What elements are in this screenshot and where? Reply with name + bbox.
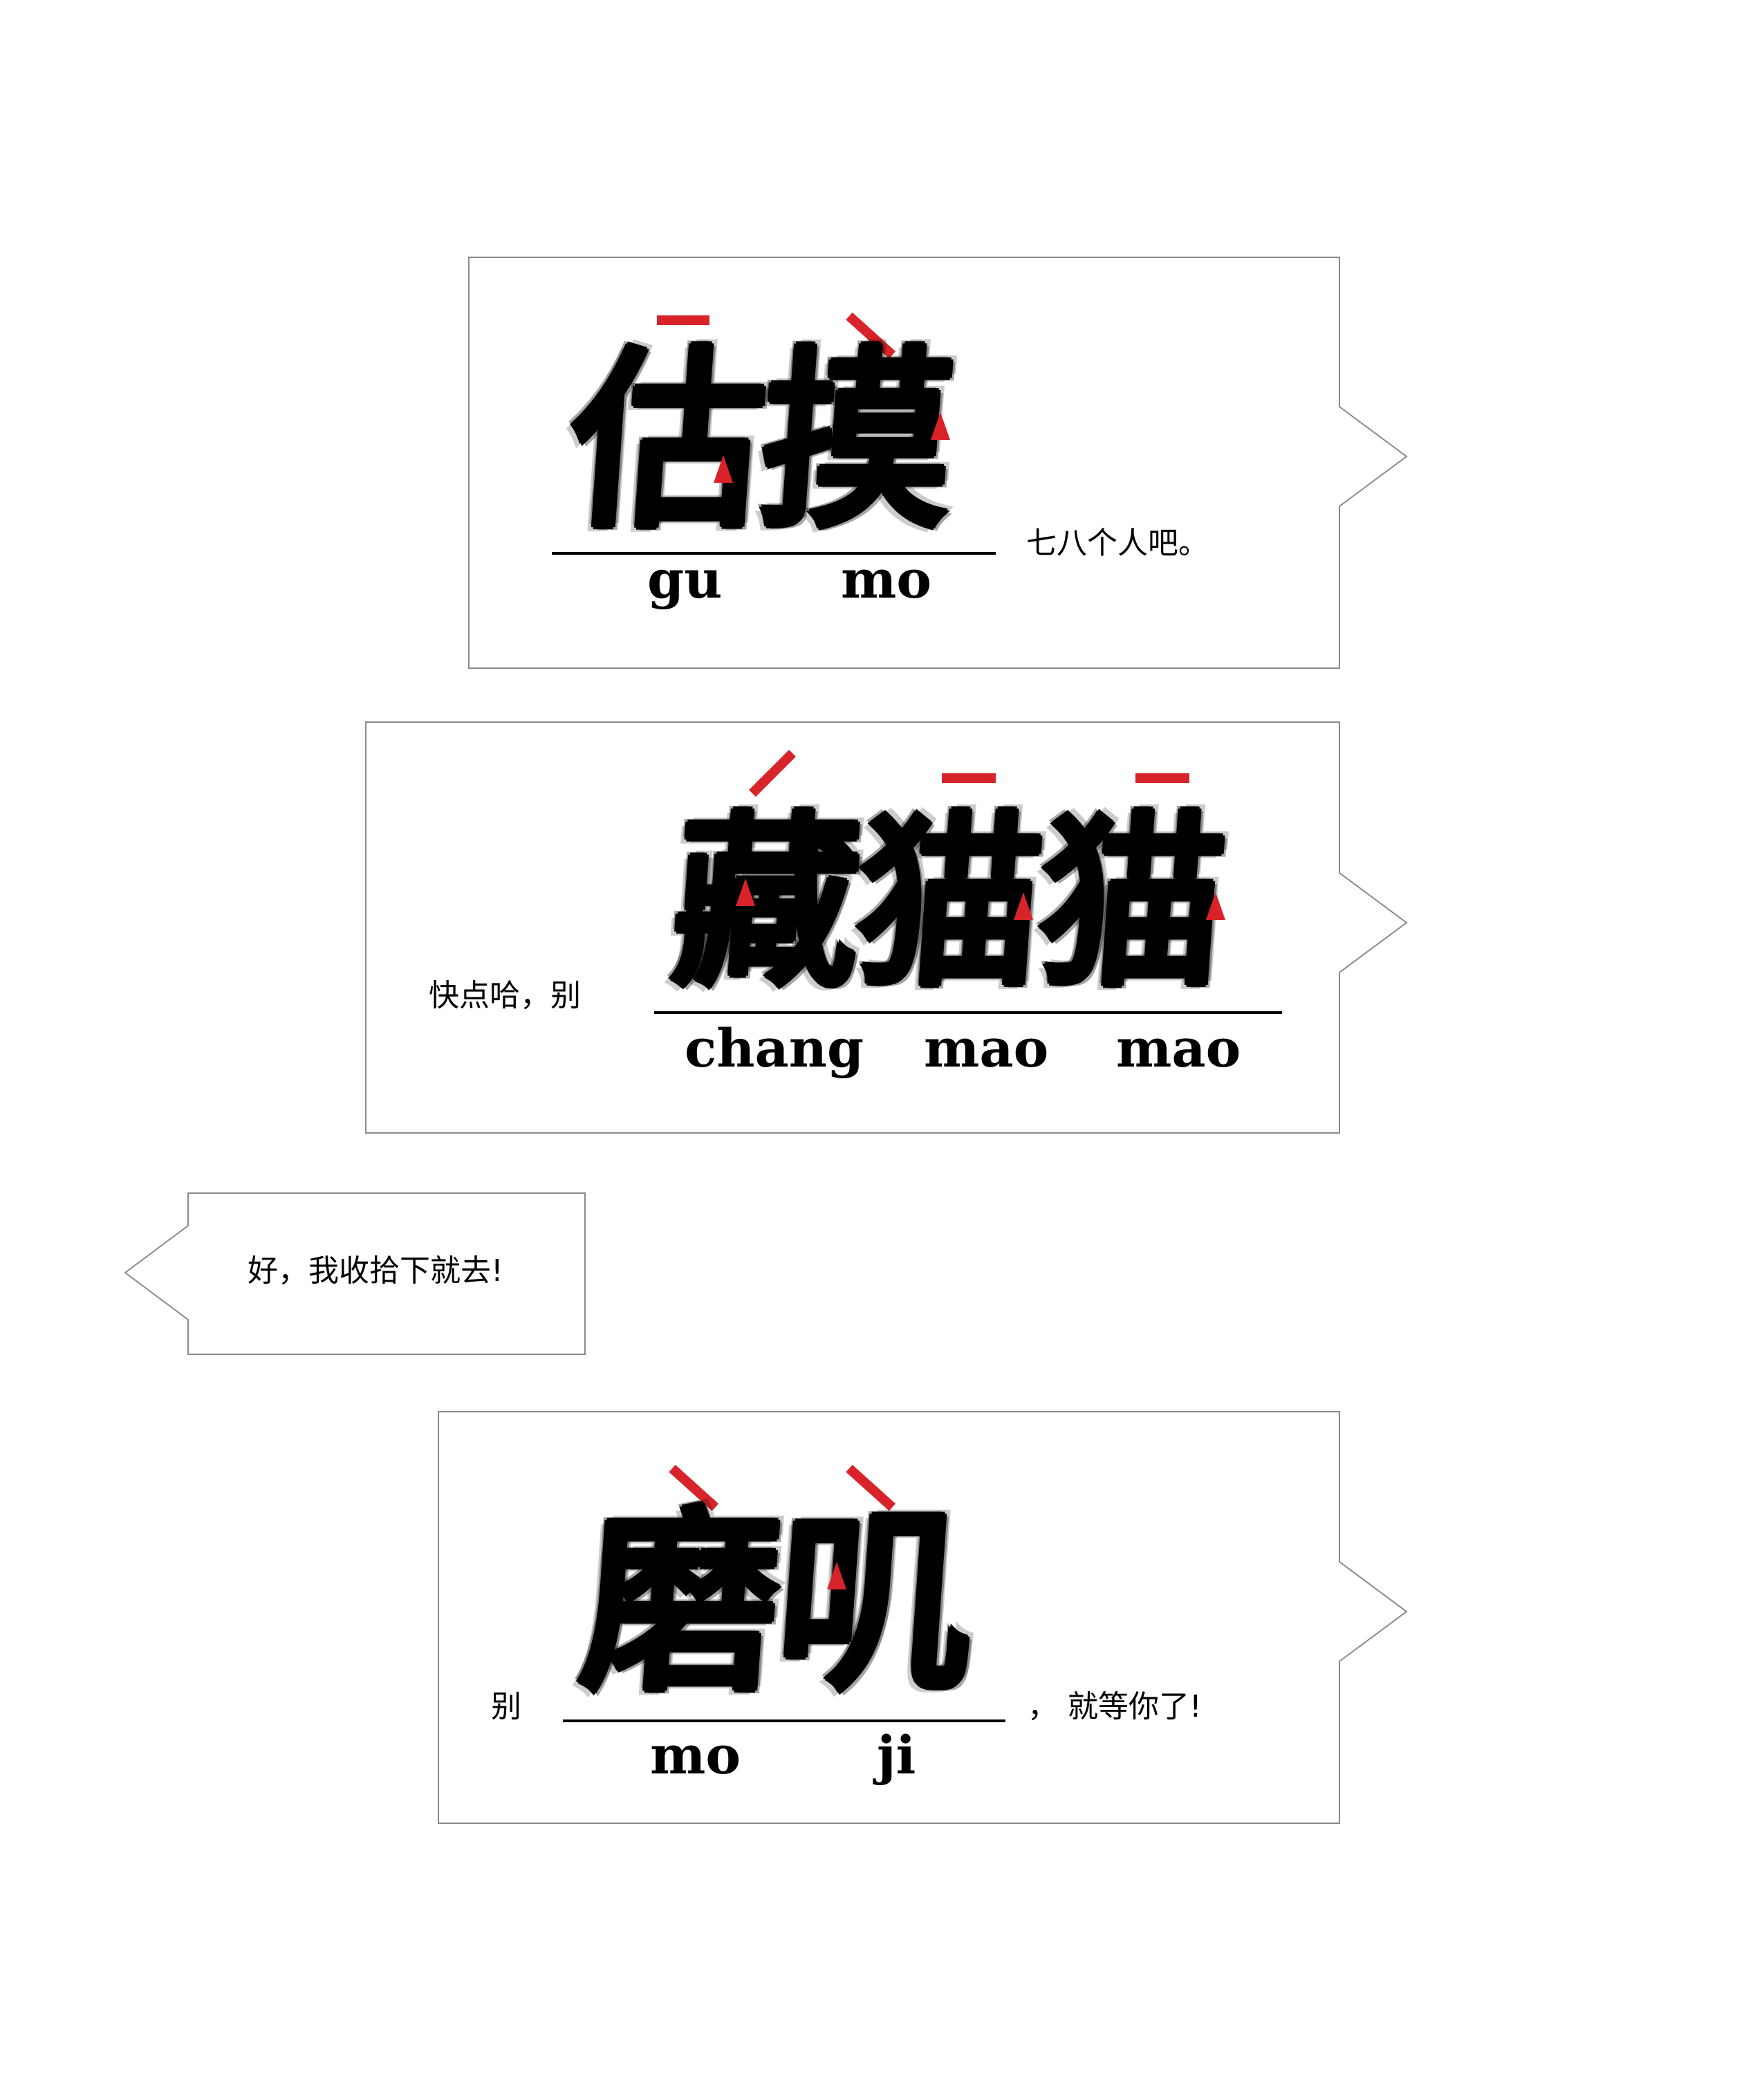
hanzi-underline-1 <box>552 552 996 555</box>
tone-mark-mao-1 <box>942 773 996 783</box>
hanzi-guomo: 估摸 <box>563 330 958 555</box>
pre-text-4: 别 <box>491 1689 521 1724</box>
hanzi-underline-4 <box>563 1719 1005 1722</box>
red-accent-1b <box>931 412 950 440</box>
pinyin-ji: ji <box>877 1724 916 1786</box>
pinyin-gu: gu <box>647 548 723 610</box>
pre-text-2: 快点哈，别 <box>429 978 581 1013</box>
red-accent-2c <box>1206 892 1225 920</box>
pinyin-mao-2: mao <box>1116 1017 1241 1079</box>
hanzi-moji: 磨叽 <box>574 1489 978 1719</box>
red-accent-4 <box>827 1562 846 1589</box>
pinyin-mo-2: mo <box>650 1724 741 1786</box>
tone-mark-mao-2 <box>1135 773 1189 783</box>
tone-mark-chang <box>749 750 796 797</box>
post-text-1: 七八个人吧。 <box>1026 526 1209 561</box>
reply-text: 好，我收拾下就去! <box>248 1253 503 1289</box>
tone-mark-gu <box>657 315 709 325</box>
pinyin-mo: mo <box>841 548 932 610</box>
red-accent-2b <box>1014 892 1033 920</box>
pinyin-chang: chang <box>685 1017 864 1079</box>
pinyin-mao-1: mao <box>924 1017 1049 1079</box>
post-text-4: ， 就等你了! <box>1028 1689 1202 1724</box>
hanzi-underline-2 <box>654 1011 1282 1014</box>
red-accent-1a <box>714 455 733 483</box>
red-accent-2a <box>736 878 755 906</box>
